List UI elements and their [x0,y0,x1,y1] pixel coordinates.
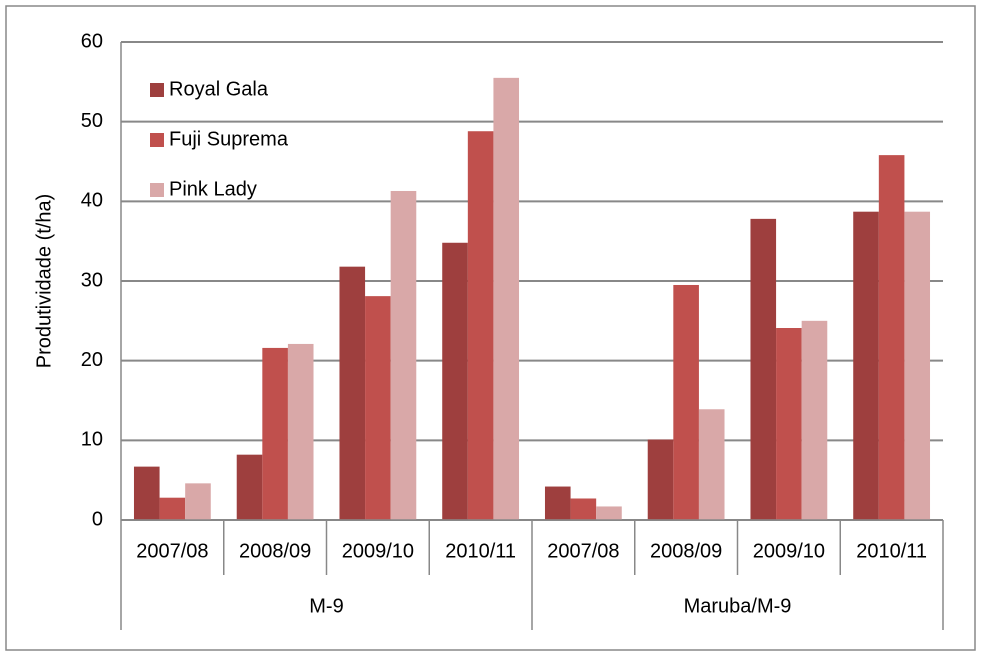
bar [673,284,699,520]
y-tick-label: 10 [81,429,103,451]
bar [287,343,314,520]
bar [776,328,802,520]
legend-swatch [150,133,164,147]
x-tick-label: 2010/11 [445,540,516,562]
bar [904,211,931,520]
bar [442,242,468,520]
bar [596,506,622,520]
bar [801,320,828,520]
y-axis-label: Produtividade (t/ha) [33,194,55,369]
x-tick-label: 2009/10 [753,540,825,562]
legend-swatch [150,83,164,97]
x-tick-label: 2008/09 [650,540,722,562]
bar [853,211,879,520]
legend-label: Pink Lady [169,178,257,200]
y-tick-label: 20 [81,349,103,371]
bar [570,498,597,520]
x-tick-label: 2010/11 [856,540,927,562]
y-tick-label: 0 [92,508,103,530]
bar [262,347,288,520]
bar [493,77,520,520]
bar [698,409,725,520]
y-tick-label: 40 [81,190,103,212]
bar [185,483,211,520]
x-tick-label: 2009/10 [342,540,414,562]
legend-label: Royal Gala [169,78,269,100]
x-tick-label: 2008/09 [239,540,311,562]
legend-label: Fuji Suprema [169,128,289,150]
group-label: M-9 [309,595,343,617]
y-tick-label: 60 [81,30,103,52]
bar [390,190,417,520]
bar [339,266,366,520]
x-tick-label: 2007/08 [136,540,208,562]
bar [544,486,571,520]
group-label: Maruba/M-9 [684,595,792,617]
y-tick-label: 50 [81,110,103,132]
bar [236,454,263,520]
legend-swatch [150,183,164,197]
bar [365,296,391,520]
bar [159,497,186,520]
bar [878,155,905,521]
bar [467,131,494,520]
bar [750,218,777,521]
x-tick-label: 2007/08 [547,540,619,562]
bar [133,466,160,520]
bar [647,439,674,520]
y-tick-label: 30 [81,269,103,291]
